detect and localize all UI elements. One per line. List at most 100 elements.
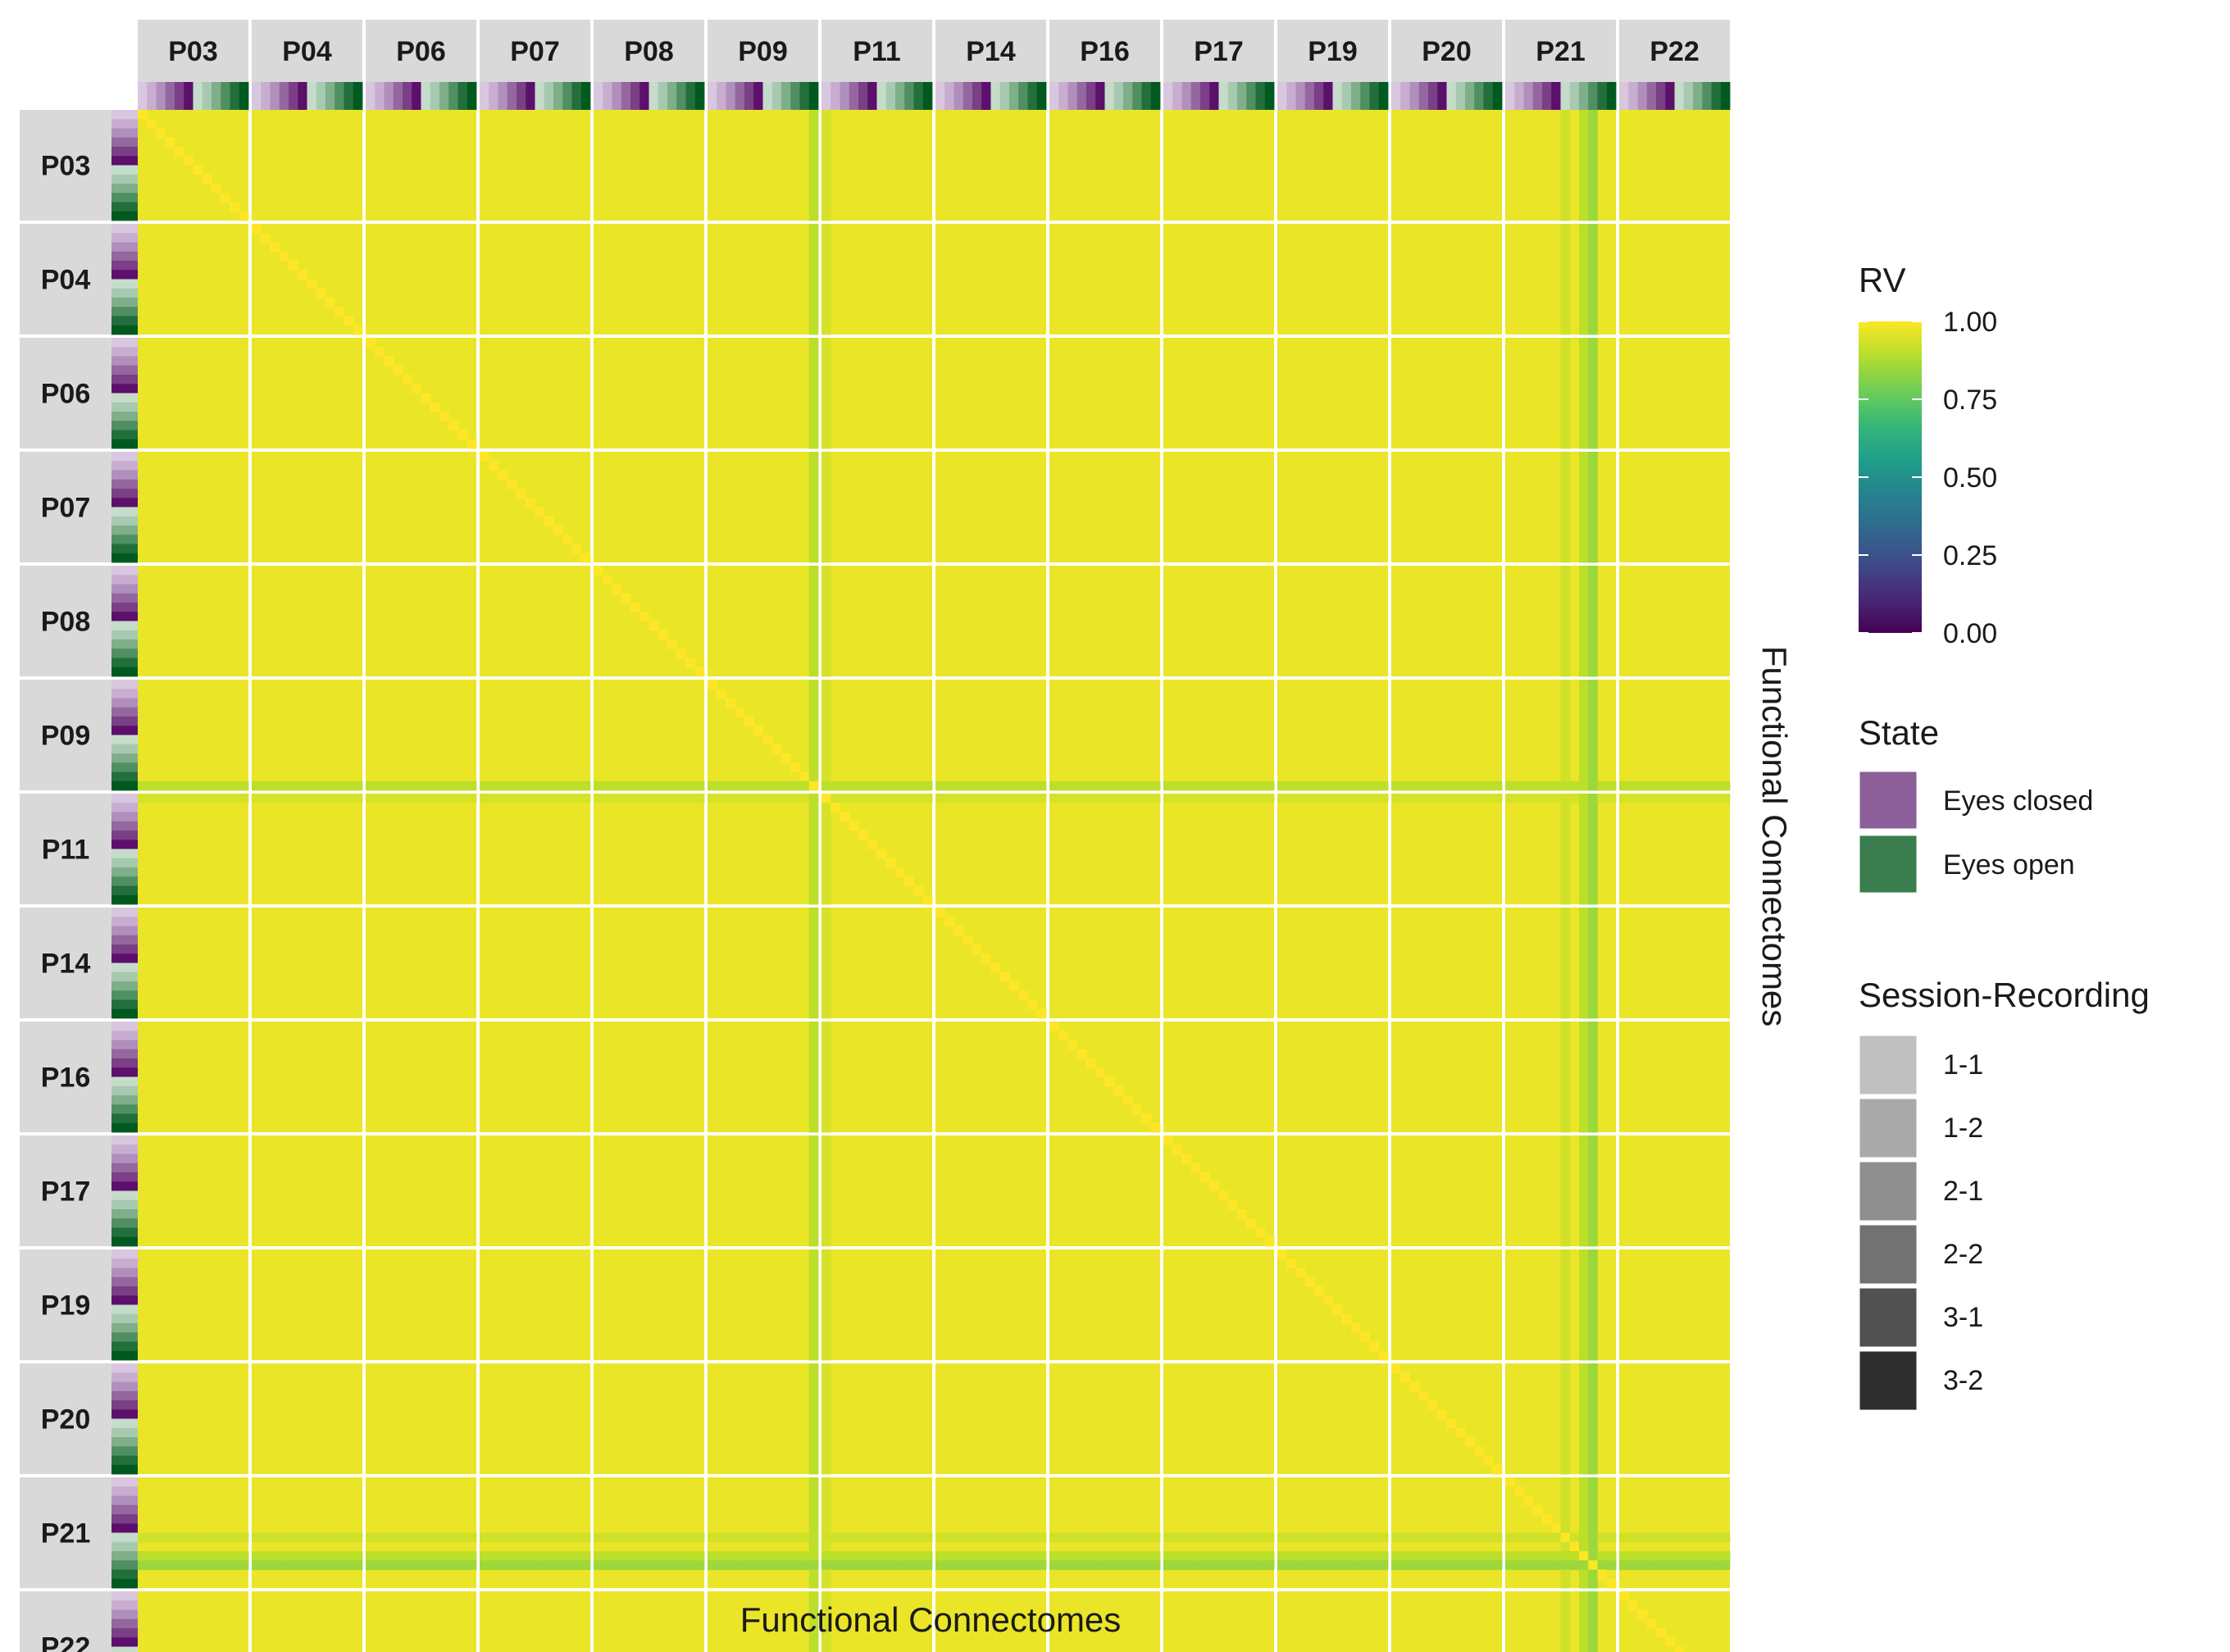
heatmap-cell xyxy=(1351,1551,1361,1561)
heatmap-cell xyxy=(1036,794,1047,803)
heatmap-cell xyxy=(230,780,240,791)
column-annotation-cell xyxy=(1492,82,1503,110)
panel-P07-P06 xyxy=(366,452,476,562)
heatmap-cell xyxy=(603,1551,612,1561)
heatmap-cell xyxy=(1560,566,1571,576)
heatmap-cell xyxy=(808,338,819,348)
rv-tick-label: 1.00 xyxy=(1943,307,1997,338)
heatmap-cell xyxy=(1579,375,1589,385)
heatmap-cell xyxy=(944,917,954,926)
heatmap-cell xyxy=(612,1532,622,1543)
row-annotation-cell xyxy=(112,137,138,148)
heatmap-cell xyxy=(175,794,184,803)
heatmap-cell xyxy=(594,794,603,803)
heatmap-cell xyxy=(1067,1532,1078,1543)
heatmap-cell xyxy=(840,1551,850,1561)
panel-background xyxy=(708,794,818,904)
heatmap-cell xyxy=(1588,1455,1598,1466)
heatmap-cell xyxy=(972,780,982,791)
panel-P21-P14 xyxy=(935,1477,1047,1588)
heatmap-cell xyxy=(1579,553,1589,563)
heatmap-cell xyxy=(876,1532,887,1543)
heatmap-cell xyxy=(1588,667,1598,677)
row-annotation-cell xyxy=(112,507,138,517)
column-strip-label: P04 xyxy=(282,36,332,67)
heatmap-cell xyxy=(1579,867,1589,877)
column-annotation-cell xyxy=(1418,82,1429,110)
heatmap-cell xyxy=(1123,1560,1133,1570)
heatmap-cell xyxy=(1588,1560,1598,1570)
row-annotation-cell xyxy=(112,999,138,1010)
heatmap-cell xyxy=(808,612,819,621)
heatmap-cell xyxy=(808,1551,819,1561)
heatmap-cell xyxy=(821,1304,831,1315)
heatmap-cell xyxy=(517,780,526,791)
heatmap-cell xyxy=(762,1560,773,1570)
panel-P14-P17 xyxy=(1163,908,1274,1018)
heatmap-cell xyxy=(821,110,831,120)
heatmap-cell xyxy=(895,1551,905,1561)
heatmap-cell xyxy=(762,780,773,791)
heatmap-cell xyxy=(808,908,819,917)
heatmap-cell xyxy=(1579,128,1589,139)
panel-background xyxy=(1277,452,1388,562)
heatmap-cell xyxy=(1560,575,1571,585)
row-annotation-cell xyxy=(112,1332,138,1342)
heatmap-cell xyxy=(261,233,271,243)
heatmap-cell xyxy=(1560,1085,1571,1096)
row-annotations xyxy=(112,110,138,1652)
panel-P04-P16 xyxy=(1049,224,1160,334)
heatmap-cell xyxy=(849,1551,859,1561)
heatmap-cell xyxy=(212,1532,221,1543)
heatmap-cell xyxy=(895,794,905,803)
heatmap-cell xyxy=(212,184,221,193)
heatmap-cell xyxy=(1702,1532,1712,1543)
column-annotation-cell xyxy=(1483,82,1494,110)
heatmap-cell xyxy=(375,794,385,803)
panel-P07-P09 xyxy=(708,452,819,563)
heatmap-cell xyxy=(1579,421,1589,430)
heatmap-cell xyxy=(1560,1286,1571,1296)
panel-background xyxy=(935,566,1046,676)
column-annotation-cell xyxy=(165,82,175,110)
heatmap-cell xyxy=(808,137,819,148)
heatmap-cell xyxy=(1027,999,1038,1010)
row-annotation-cell xyxy=(112,1058,138,1068)
heatmap-cell xyxy=(808,1249,819,1259)
panel-P17-P20 xyxy=(1391,1135,1502,1246)
heatmap-cell xyxy=(1036,1532,1047,1543)
heatmap-cell xyxy=(821,963,831,973)
heatmap-cell xyxy=(821,1551,831,1561)
heatmap-cell xyxy=(279,1532,289,1543)
heatmap-cell xyxy=(1606,780,1617,791)
heatmap-cell xyxy=(403,780,412,791)
heatmap-cell xyxy=(831,1560,840,1570)
heatmap-cell xyxy=(1027,1551,1038,1561)
heatmap-cell xyxy=(1190,1560,1201,1570)
panel-P08-P22 xyxy=(1619,566,1730,676)
heatmap-cell xyxy=(571,794,582,803)
heatmap-cell xyxy=(1209,1560,1219,1570)
heatmap-cell xyxy=(717,780,726,791)
heatmap-cell xyxy=(821,384,831,394)
heatmap-cell xyxy=(526,1551,535,1561)
row-annotation-cell xyxy=(112,894,138,905)
heatmap-cell xyxy=(781,753,791,763)
heatmap-cell xyxy=(808,963,819,973)
heatmap-cell xyxy=(821,593,831,603)
heatmap-cell xyxy=(1579,1455,1589,1466)
heatmap-cell xyxy=(1579,202,1589,212)
heatmap-cell xyxy=(1637,780,1648,791)
heatmap-cell xyxy=(1579,831,1589,840)
heatmap-cell xyxy=(840,1560,850,1570)
heatmap-cell xyxy=(147,794,157,803)
heatmap-cell xyxy=(1560,233,1571,243)
heatmap-cell xyxy=(375,1560,385,1570)
heatmap-cell xyxy=(821,1067,831,1077)
heatmap-cell xyxy=(1588,1095,1598,1105)
heatmap-cell xyxy=(1588,1591,1598,1601)
heatmap-cell xyxy=(895,867,905,877)
heatmap-cell xyxy=(1588,430,1598,440)
row-annotation-cell xyxy=(112,680,138,689)
heatmap-cell xyxy=(1246,1560,1256,1570)
